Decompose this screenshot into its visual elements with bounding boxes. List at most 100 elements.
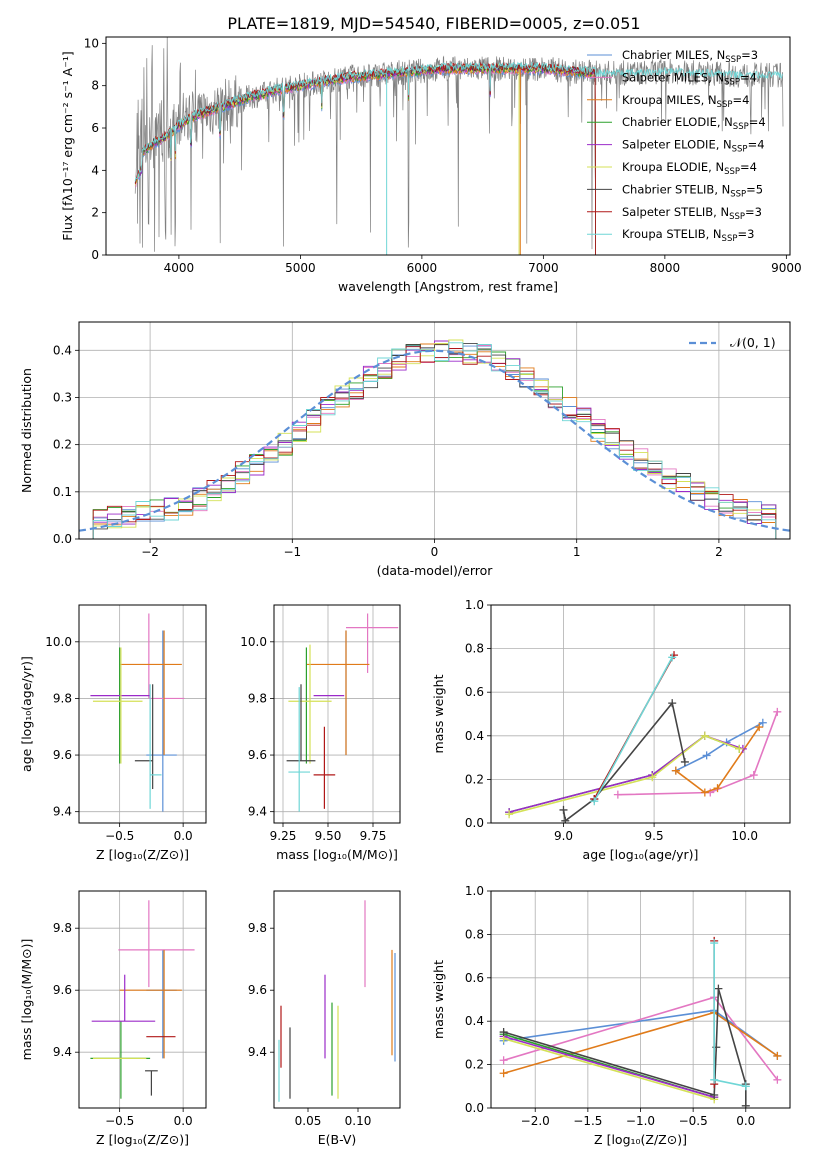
y-tick-label: 6 bbox=[91, 121, 99, 135]
axes-frame bbox=[78, 321, 791, 540]
errorbar-chabrier-miles bbox=[146, 949, 177, 1059]
x-tick-label: 0 bbox=[431, 545, 439, 559]
data-point bbox=[499, 1069, 508, 1078]
y-tick-label: 0.4 bbox=[465, 1014, 484, 1028]
series-kroupa-stelib bbox=[710, 939, 750, 1091]
data-point bbox=[499, 1028, 508, 1037]
legend-label-main: Chabrier ELODIE, N bbox=[622, 115, 733, 129]
data-point bbox=[735, 744, 744, 753]
errorbar-kroupa-miles bbox=[119, 630, 182, 756]
series-line bbox=[675, 721, 764, 772]
x-tick-label: 9.50 bbox=[315, 829, 342, 843]
panel-massweight_vs_Z: −2.0 −1.5 −1.0 −0.5 0.0 0.0 0.2 0.4 0.6 0.8 1.0 Z [… bbox=[431, 884, 791, 1147]
series-kroupa-stelib bbox=[590, 653, 677, 806]
y-tick-label: 0.6 bbox=[465, 971, 484, 985]
series-line bbox=[508, 734, 744, 813]
legend-label-sub: SSP bbox=[722, 234, 738, 244]
legend-label-main: Kroupa STELIB, N bbox=[622, 227, 722, 241]
y-tick-label: 0.4 bbox=[53, 343, 72, 357]
panel-residuals: −2 −1 0 1 2 0.0 0.1 0.2 0.3 0.4 (data-model)/error… bbox=[19, 321, 791, 578]
plot-area bbox=[278, 900, 396, 1102]
y-tick-label: 0.2 bbox=[465, 772, 484, 786]
panel-mass_vs_ebv: 0.05 0.10 9.4 9.6 9.8 E(B-V) bbox=[248, 890, 401, 1147]
legend-label-suffix: =3 bbox=[741, 48, 758, 62]
data-point bbox=[671, 766, 680, 775]
figure-title: PLATE=1819, MJD=54540, FIBERID=0005, z=0… bbox=[227, 14, 640, 33]
legend-label: Salpeter STELIB, NSSP=3 bbox=[622, 205, 762, 222]
y-tick-label: 9.8 bbox=[53, 921, 72, 935]
y-tick-label: 9.4 bbox=[53, 1045, 72, 1059]
data-point bbox=[714, 984, 723, 993]
legend-label-main: Salpeter STELIB, N bbox=[622, 205, 729, 219]
data-point bbox=[505, 810, 514, 819]
y-axis-label: Normed distribution bbox=[19, 368, 34, 493]
legend-label-suffix: =3 bbox=[745, 205, 762, 219]
series-line bbox=[503, 1035, 715, 1098]
legend-label-suffix: =3 bbox=[737, 227, 754, 241]
legend: 𝒩(0, 1) bbox=[689, 335, 776, 350]
axes-frame bbox=[78, 890, 207, 1109]
x-tick-label: 2 bbox=[715, 545, 723, 559]
y-axis-label: Flux [fλ10⁻¹⁷ erg cm⁻² s⁻¹ A⁻¹] bbox=[60, 51, 75, 240]
y-tick-label: 0.8 bbox=[465, 927, 484, 941]
plot-area bbox=[79, 339, 790, 539]
y-tick-label: 0.2 bbox=[53, 438, 72, 452]
x-axis-label: Z [log₁₀(Z/Z⊙)] bbox=[96, 847, 189, 862]
y-tick-label: 0 bbox=[91, 248, 99, 262]
x-tick-label: 0.0 bbox=[736, 1114, 755, 1128]
data-point bbox=[710, 939, 719, 948]
legend-label: Salpeter ELODIE, NSSP=4 bbox=[622, 138, 765, 155]
data-point bbox=[755, 723, 764, 732]
series-chabrier-miles bbox=[671, 718, 767, 775]
plot-area bbox=[134, 37, 784, 255]
x-tick-label: 9000 bbox=[771, 261, 802, 275]
legend-label-suffix: =4 bbox=[748, 138, 765, 152]
x-axis-label: age [log₁₀(age/yr)] bbox=[583, 847, 699, 862]
legend-label-suffix: =4 bbox=[740, 70, 757, 84]
y-tick-label: 10.0 bbox=[240, 635, 267, 649]
y-axis-label: mass weight bbox=[431, 960, 446, 1039]
legend-label: Kroupa STELIB, NSSP=3 bbox=[622, 227, 754, 244]
errorbar-salpeter-elodie bbox=[91, 974, 156, 1022]
series-chabrier-stelib bbox=[499, 984, 750, 1108]
data-point bbox=[749, 771, 758, 780]
errorbar-kroupa-stelib bbox=[149, 684, 162, 809]
legend-label-main: Kroupa MILES, N bbox=[622, 93, 717, 107]
legend-label-sub: SSP bbox=[732, 145, 748, 155]
x-axis-label: wavelength [Angstrom, rest frame] bbox=[338, 279, 558, 294]
x-axis-label: Z [log₁₀(Z/Z⊙)] bbox=[594, 1132, 687, 1147]
y-tick-label: 0.0 bbox=[53, 532, 72, 546]
y-tick-label: 2 bbox=[91, 206, 99, 220]
y-tick-label: 0.1 bbox=[53, 485, 72, 499]
series-kroupa-elodie bbox=[505, 731, 744, 819]
y-tick-label: 9.4 bbox=[248, 805, 267, 819]
legend-label: Chabrier ELODIE, NSSP=4 bbox=[622, 115, 766, 132]
legend-label-sub: SSP bbox=[717, 100, 733, 110]
data-point bbox=[710, 1075, 719, 1084]
data-point bbox=[758, 718, 767, 727]
plot-area bbox=[505, 651, 782, 823]
errorbar-salpeter-miles bbox=[148, 613, 185, 700]
legend-label-suffix: =4 bbox=[740, 160, 757, 174]
axes-frame bbox=[273, 604, 401, 824]
y-axis-label: mass weight bbox=[431, 674, 446, 753]
data-point bbox=[773, 1051, 782, 1060]
series-line bbox=[617, 711, 779, 796]
errorbar-kroupa-elodie bbox=[288, 644, 332, 764]
data-point bbox=[668, 699, 677, 708]
legend-label: Kroupa MILES, NSSP=4 bbox=[622, 93, 749, 110]
y-tick-label: 0.0 bbox=[465, 816, 484, 830]
data-point bbox=[741, 1082, 750, 1091]
model-line-kroupa-stelib bbox=[134, 61, 784, 182]
x-axis-label: mass [log₁₀(M/M⊙)] bbox=[276, 847, 398, 862]
x-axis-label: (data-model)/error bbox=[377, 563, 494, 578]
data-point bbox=[499, 1056, 508, 1065]
y-tick-label: 1.0 bbox=[465, 884, 484, 898]
y-tick-label: 0.4 bbox=[465, 729, 484, 743]
y-tick-label: 9.6 bbox=[53, 983, 72, 997]
series-line bbox=[675, 726, 760, 794]
errorbar-chabrier-elodie bbox=[90, 1021, 151, 1099]
panel-spectrum: 4000 5000 6000 7000 8000 9000 0 2 4 6 8 10 wavelengt… bbox=[60, 36, 802, 294]
gaussian-reference-line bbox=[79, 349, 790, 532]
legend-label-sub: SSP bbox=[724, 167, 740, 177]
